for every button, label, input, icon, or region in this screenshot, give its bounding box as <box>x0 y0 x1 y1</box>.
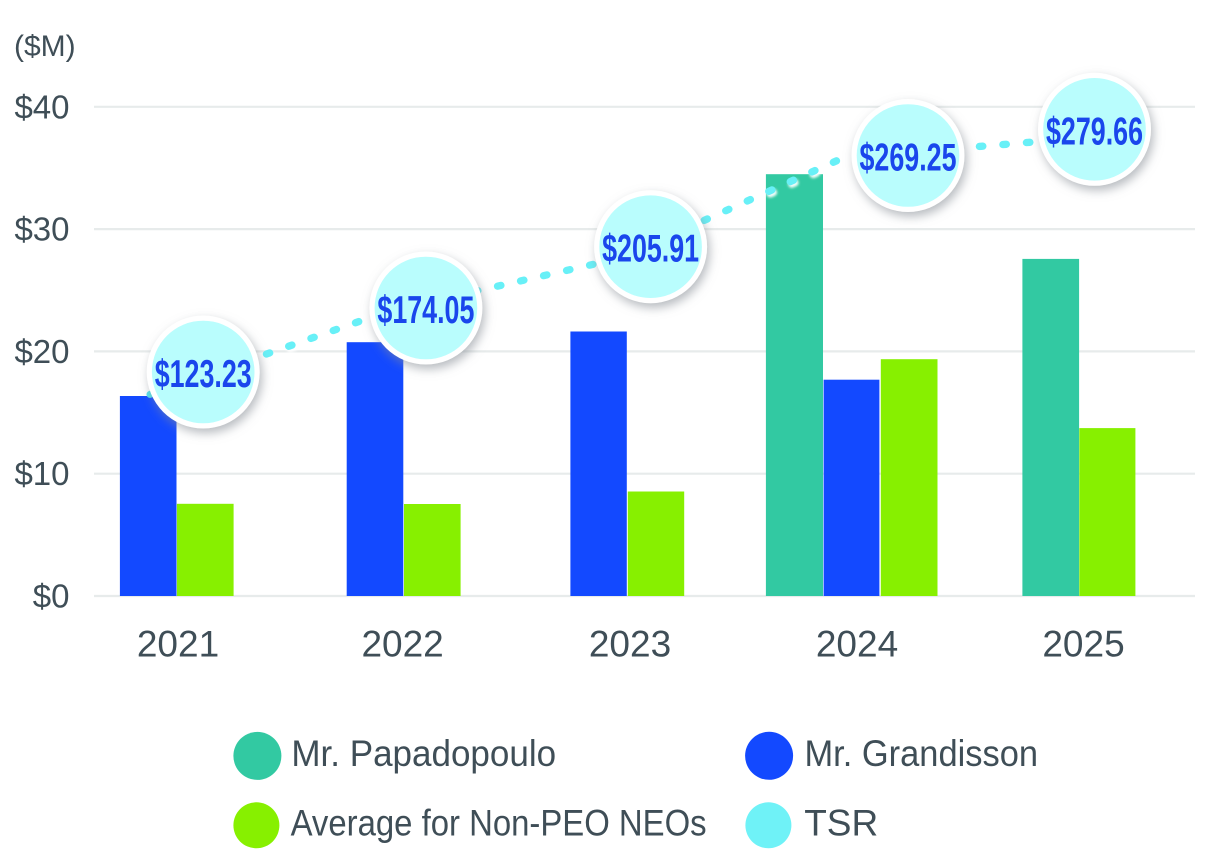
svg-text:$10: $10 <box>14 455 69 492</box>
svg-text:Mr. Papadopoulo: Mr. Papadopoulo <box>291 733 556 774</box>
svg-text:($M): ($M) <box>14 30 76 63</box>
svg-text:$0: $0 <box>33 578 70 615</box>
svg-text:2024: 2024 <box>816 624 898 665</box>
svg-text:$40: $40 <box>14 88 69 125</box>
svg-text:2023: 2023 <box>589 624 671 665</box>
svg-text:$20: $20 <box>14 333 69 370</box>
svg-text:2022: 2022 <box>361 624 443 665</box>
svg-text:$279.66: $279.66 <box>1046 110 1143 153</box>
svg-text:$123.23: $123.23 <box>155 353 252 396</box>
svg-text:$269.25: $269.25 <box>860 137 957 180</box>
svg-text:Mr. Grandisson: Mr. Grandisson <box>805 733 1039 774</box>
svg-text:TSR: TSR <box>804 802 878 843</box>
svg-text:2021: 2021 <box>137 624 219 665</box>
svg-text:Average for Non-PEO NEOs: Average for Non-PEO NEOs <box>291 802 707 843</box>
svg-text:$205.91: $205.91 <box>602 228 699 271</box>
svg-text:$174.05: $174.05 <box>377 289 474 332</box>
svg-text:$30: $30 <box>14 211 69 248</box>
svg-text:2025: 2025 <box>1042 624 1124 665</box>
